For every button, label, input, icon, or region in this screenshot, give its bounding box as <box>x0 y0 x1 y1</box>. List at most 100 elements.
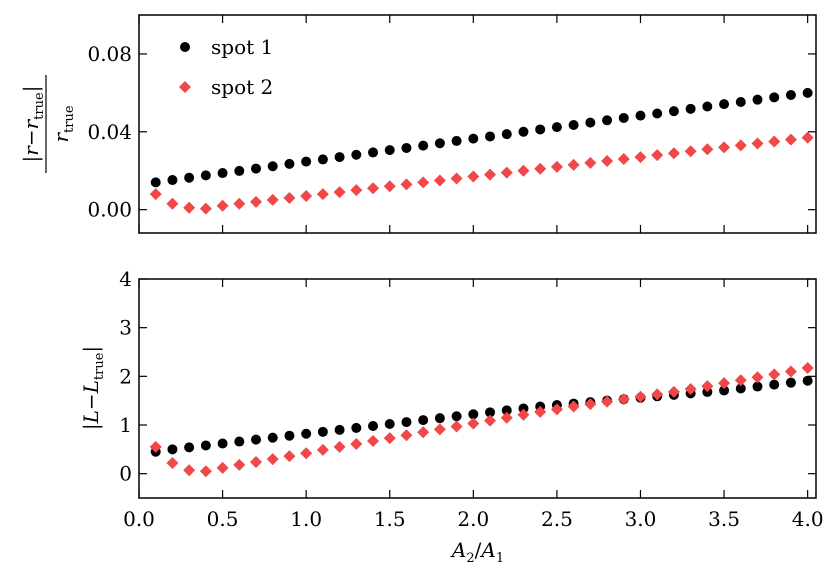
bottom-ytick-label: 0 <box>119 462 132 486</box>
top-point-spot-2 <box>784 133 797 146</box>
x-axis-label: A2/A1 <box>450 538 504 566</box>
top-data-points <box>149 87 814 215</box>
top-ylabel-minus: − <box>19 129 43 146</box>
bottom-point-spot-2 <box>601 395 614 408</box>
top-point-spot-1 <box>501 129 512 140</box>
xtick-label: 2.0 <box>457 507 489 531</box>
legend-label-spot-2: spot 2 <box>211 75 273 99</box>
bottom-point-spot-1 <box>267 432 278 443</box>
bottom-point-spot-2 <box>768 368 781 381</box>
top-point-spot-2 <box>183 201 196 214</box>
svg-text:|r−rtrue|: |r−rtrue| <box>19 86 47 163</box>
top-point-spot-2 <box>233 197 246 210</box>
legend: spot 1 spot 2 <box>179 35 273 99</box>
top-point-spot-1 <box>184 172 195 183</box>
top-point-spot-2 <box>433 174 446 187</box>
top-ytick-label: 0.00 <box>87 198 132 222</box>
top-point-spot-2 <box>417 176 430 189</box>
bottom-ytick-label: 3 <box>119 316 132 340</box>
top-point-spot-2 <box>651 149 664 162</box>
top-point-spot-1 <box>384 145 395 156</box>
bottom-point-spot-1 <box>317 426 328 437</box>
top-point-spot-2 <box>684 145 697 158</box>
bottom-point-spot-2 <box>684 382 697 395</box>
top-point-spot-2 <box>266 193 279 206</box>
top-point-spot-1 <box>668 106 679 117</box>
bottom-point-spot-2 <box>701 380 714 393</box>
top-point-spot-2 <box>701 143 714 156</box>
top-point-spot-1 <box>468 133 479 144</box>
bottom-y-ticks: 0 1 2 3 4 <box>119 267 816 486</box>
xtick-label: 3.5 <box>708 507 740 531</box>
bottom-point-spot-1 <box>334 424 345 435</box>
bottom-point-spot-2 <box>266 453 279 466</box>
top-point-spot-1 <box>769 92 780 103</box>
bottom-point-spot-1 <box>785 377 796 388</box>
top-ylabel-den-r: r <box>49 132 73 143</box>
bottom-point-spot-1 <box>485 407 496 418</box>
bottom-point-spot-2 <box>634 390 647 403</box>
xtick-label: 1.5 <box>374 507 406 531</box>
bottom-point-spot-2 <box>350 437 363 450</box>
top-point-spot-1 <box>802 87 813 98</box>
top-point-spot-1 <box>418 140 429 151</box>
top-point-spot-2 <box>801 131 814 144</box>
bottom-point-spot-2 <box>751 371 764 384</box>
bottom-point-spot-2 <box>233 458 246 471</box>
top-point-spot-2 <box>517 164 530 177</box>
top-point-spot-2 <box>467 170 480 183</box>
top-point-spot-1 <box>234 165 245 176</box>
top-point-spot-1 <box>585 117 596 128</box>
xtick-label: 4.0 <box>792 507 824 531</box>
top-ylabel-bar-right: | <box>19 86 44 93</box>
top-ylabel-r: r <box>19 145 43 156</box>
bottom-point-spot-1 <box>451 411 462 422</box>
bottom-point-spot-1 <box>351 422 362 433</box>
bottom-ylabel-bar-left: | <box>79 423 104 430</box>
top-point-spot-1 <box>551 122 562 133</box>
top-point-spot-1 <box>167 175 178 186</box>
top-ylabel-true-sub: true <box>32 92 47 120</box>
xtick-label: 1.0 <box>290 507 322 531</box>
top-point-spot-1 <box>685 103 696 114</box>
top-point-spot-2 <box>634 151 647 164</box>
legend-marker-spot-2 <box>179 81 191 93</box>
top-x-ticks <box>138 15 809 233</box>
bottom-point-spot-1 <box>468 409 479 420</box>
top-point-spot-2 <box>316 188 329 201</box>
bottom-point-spot-1 <box>368 420 379 431</box>
bottom-point-spot-2 <box>517 408 530 421</box>
top-point-spot-2 <box>617 153 630 166</box>
top-point-spot-1 <box>301 156 312 167</box>
xtick-label: 0.0 <box>123 507 155 531</box>
top-point-spot-1 <box>719 99 730 110</box>
bottom-point-spot-2 <box>734 374 747 387</box>
bottom-point-spot-2 <box>718 377 731 390</box>
xlabel-sub-2: 2 <box>466 551 474 566</box>
bottom-point-spot-2 <box>183 464 196 477</box>
top-point-spot-1 <box>735 97 746 108</box>
bottom-point-spot-2 <box>149 440 162 453</box>
top-point-spot-1 <box>317 154 328 165</box>
top-point-spot-1 <box>284 158 295 169</box>
bottom-point-spot-2 <box>484 414 497 427</box>
bottom-point-spot-2 <box>534 405 547 418</box>
bottom-point-spot-2 <box>567 400 580 413</box>
top-point-spot-1 <box>785 89 796 100</box>
bottom-y-axis-label: |L−Ltrue| <box>79 346 107 430</box>
top-point-spot-2 <box>350 184 363 197</box>
xlabel-sub-1: 1 <box>496 551 504 566</box>
bottom-point-spot-1 <box>284 430 295 441</box>
top-point-spot-1 <box>702 101 713 112</box>
bottom-point-spot-2 <box>283 450 296 463</box>
top-point-spot-1 <box>368 147 379 158</box>
legend-label-spot-1: spot 1 <box>211 35 273 59</box>
bottom-ytick-label: 4 <box>119 267 132 291</box>
bottom-point-spot-2 <box>333 440 346 453</box>
xlabel-slash: / <box>475 538 482 562</box>
svg-text:rtrue: rtrue <box>49 105 77 142</box>
top-point-spot-2 <box>283 191 296 204</box>
top-point-spot-1 <box>217 168 228 179</box>
bottom-point-spot-1 <box>418 415 429 426</box>
top-point-spot-1 <box>485 131 496 142</box>
